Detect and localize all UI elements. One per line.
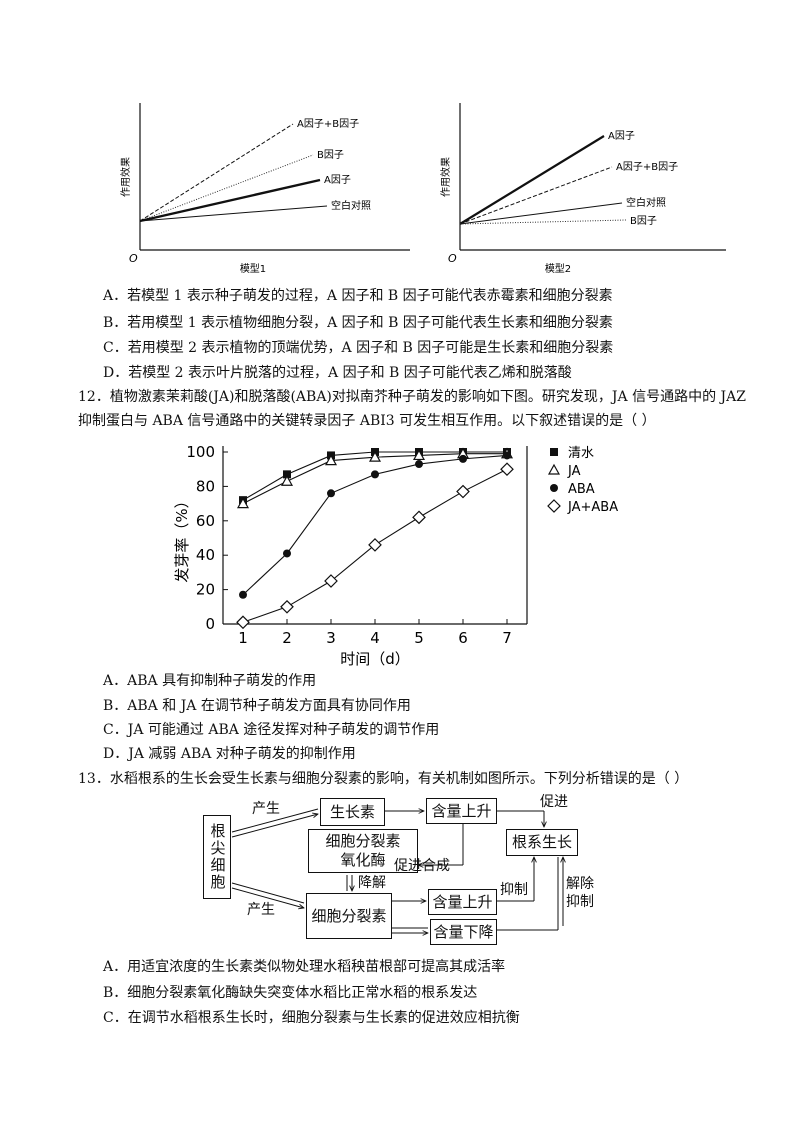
data-point-3-2 <box>324 574 338 588</box>
box-root-cell: 根尖细胞 <box>203 815 231 899</box>
data-point-3-1 <box>280 599 294 614</box>
model2-label-a-plus-b: A因子+B因子 <box>616 161 678 173</box>
data-point-1-3 <box>368 450 382 462</box>
label-promote-synth: 促进合成 <box>394 858 450 874</box>
model1-label-control: 空白对照 <box>331 199 371 212</box>
model2-line-a-plus-b <box>459 166 613 225</box>
x-tick-label: 6 <box>458 629 468 647</box>
y-tick-label: 0 <box>205 615 215 633</box>
box-ckx: 细胞分裂素氧化酶 <box>308 829 418 873</box>
label-relieve-inhibit: 解除抑制 <box>566 876 594 910</box>
model1-x-label: 模型1 <box>240 262 266 275</box>
data-point-2-4 <box>415 460 423 469</box>
q11-option-c: C．若用模型 2 表示植物的顶端优势，A 因子和 B 因子可能是生长素和细胞分裂… <box>103 340 614 356</box>
q13-option-c: C．在调节水稻根系生长时，细胞分裂素与生长素的促进效应相抗衡 <box>103 1010 520 1026</box>
y-tick-label: 40 <box>196 546 215 564</box>
box-content-up-2: 含量上升 <box>428 889 497 915</box>
q12-option-c: C．JA 可能通过 ABA 途径发挥对种子萌发的调节作用 <box>103 722 440 738</box>
x-tick-label: 1 <box>238 629 248 647</box>
legend-marker-3 <box>547 499 561 513</box>
label-promote: 促进 <box>540 794 568 810</box>
mechanism-flowchart: 根尖细胞 生长素 含量上升 根系生长 细胞分裂素氧化酶 细胞分裂素 含量上升 含… <box>200 794 600 950</box>
data-point-2-0 <box>239 590 247 599</box>
data-point-2-2 <box>327 489 335 498</box>
label-produce-2: 产生 <box>247 902 275 918</box>
model2-label-control: 空白对照 <box>626 196 666 209</box>
model1-label-b: B因子 <box>317 149 344 161</box>
label-produce-1: 产生 <box>252 801 280 817</box>
model1-line-a <box>139 178 321 223</box>
q11-option-d: D．若模型 2 表示叶片脱落的过程，A 因子和 B 因子可能代表乙烯和脱落酸 <box>103 365 572 381</box>
label-inhibit: 抑制 <box>500 882 528 898</box>
model1-origin: O <box>129 252 138 265</box>
legend-label-1: JA <box>567 464 581 479</box>
q12-option-a: A．ABA 具有抑制种子萌发的作用 <box>103 673 317 689</box>
model2-label-b: B因子 <box>630 215 657 227</box>
q13-option-a: A．用适宜浓度的生长素类似物处理水稻秧苗根部可提高其成活率 <box>103 959 506 975</box>
x-tick-label: 4 <box>370 629 380 647</box>
x-tick-label: 2 <box>282 629 292 647</box>
q13-stem: 13．水稻根系的生长会受生长素与细胞分裂素的影响，有关机制如图所示。下列分析错误… <box>78 771 689 787</box>
box-content-down: 含量下降 <box>430 919 497 945</box>
model2-line-a <box>459 135 605 225</box>
model2-y-label: 作用效果 <box>439 157 452 197</box>
legend-marker-0 <box>550 448 558 456</box>
legend-marker-1 <box>547 463 561 475</box>
q11-option-b: B．若用模型 1 表示植物细胞分裂，A 因子和 B 因子可能代表生长素和细胞分裂… <box>103 315 613 331</box>
q12-stem-line1: 12．植物激素茉莉酸(JA)和脱落酸(ABA)对拟南芥种子萌发的影响如下图。研究… <box>78 389 746 405</box>
model2-origin: O <box>448 252 457 265</box>
data-point-3-5 <box>456 484 470 499</box>
q13-option-b: B．细胞分裂素氧化酶缺失突变体水稻比正常水稻的根系发达 <box>103 985 478 1001</box>
flowchart-arrows <box>231 795 600 950</box>
y-tick-label: 60 <box>196 512 215 530</box>
data-point-1-1 <box>280 475 294 486</box>
y-tick-label: 20 <box>196 581 215 599</box>
data-point-1-4 <box>412 449 426 461</box>
data-point-2-5 <box>459 454 467 463</box>
box-root-growth: 根系生长 <box>506 829 578 856</box>
x-tick-label: 3 <box>326 629 336 647</box>
model1-line-b <box>139 154 314 222</box>
data-point-3-0 <box>236 615 250 630</box>
legend-marker-2 <box>550 484 558 492</box>
y-axis-label: 发芽率（%） <box>173 493 191 582</box>
model2-x-label: 模型2 <box>545 262 571 275</box>
q12-stem-line2: 抑制蛋白与 ABA 信号通路中的关键转录因子 ABI3 可发生相互作用。以下叙述… <box>78 413 656 429</box>
x-tick-label: 7 <box>502 629 512 647</box>
legend-label-3: JA+ABA <box>567 500 618 515</box>
model2-line-b <box>459 219 627 225</box>
model2-label-a: A因子 <box>608 130 635 142</box>
model1-y-label: 作用效果 <box>119 157 132 197</box>
model2-chart: A因子 A因子+B因子 空白对照 B因子 作用效果 O 模型2 <box>439 103 726 275</box>
germination-chart: 0 20 40 60 80 100 1 2 3 4 5 6 7 发芽率（%） 时间（d） 清水 JA ABA JA+… <box>173 443 618 668</box>
model1-label-a-plus-b: A因子+B因子 <box>297 118 359 130</box>
q11-option-a: A．若模型 1 表示种子萌发的过程，A 因子和 B 因子可能代表赤霉素和细胞分裂… <box>103 288 613 304</box>
data-point-2-1 <box>283 549 291 558</box>
label-degrade: 降解 <box>358 875 386 891</box>
data-point-2-3 <box>371 470 379 479</box>
x-tick-label: 5 <box>414 629 424 647</box>
y-tick-label: 100 <box>186 443 215 461</box>
data-point-1-0 <box>236 497 250 509</box>
q12-option-d: D．JA 减弱 ABA 对种子萌发的抑制作用 <box>103 746 356 762</box>
legend-label-0: 清水 <box>568 446 594 461</box>
data-point-3-3 <box>368 538 382 552</box>
model1-line-control <box>139 205 328 222</box>
data-point-0-1 <box>283 470 291 479</box>
model1-label-a: A因子 <box>324 174 351 186</box>
legend-label-2: ABA <box>568 482 595 497</box>
box-cytokinin: 细胞分裂素 <box>306 893 392 939</box>
data-point-3-6 <box>500 462 514 477</box>
box-auxin: 生长素 <box>320 798 385 826</box>
box-content-up-1: 含量上升 <box>426 798 497 824</box>
model2-line-control <box>459 202 623 225</box>
data-point-2-6 <box>503 451 511 460</box>
q12-option-b: B．ABA 和 JA 在调节种子萌发方面具有协同作用 <box>103 698 411 714</box>
data-point-1-2 <box>324 454 338 466</box>
model1-line-a-plus-b <box>139 123 294 222</box>
x-axis-label: 时间（d） <box>340 650 410 668</box>
data-point-3-4 <box>412 510 426 525</box>
y-tick-label: 80 <box>196 477 215 495</box>
model1-chart: A因子+B因子 B因子 A因子 空白对照 作用效果 O 模型1 <box>119 103 410 275</box>
